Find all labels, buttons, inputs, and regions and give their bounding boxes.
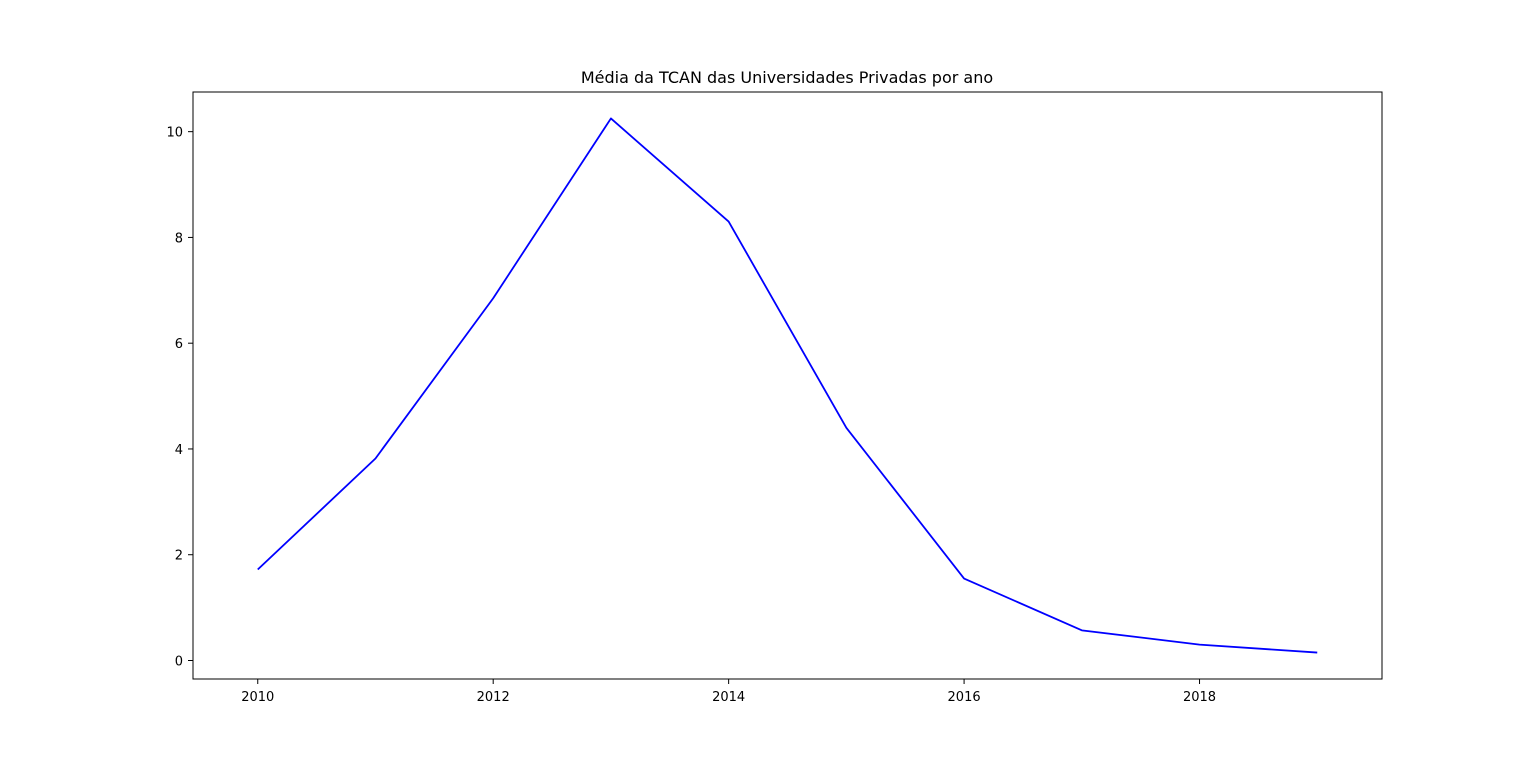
y-tick-label: 0 bbox=[175, 654, 183, 669]
y-tick-label: 4 bbox=[175, 443, 183, 458]
series-group bbox=[257, 117, 1318, 654]
y-tick-label: 2 bbox=[175, 549, 183, 564]
x-tick-label: 2010 bbox=[241, 690, 274, 705]
chart-title: Média da TCAN das Universidades Privadas… bbox=[581, 68, 993, 87]
x-tick-label: 2018 bbox=[1183, 690, 1216, 705]
y-tick-label: 6 bbox=[175, 337, 183, 352]
y-tick-label: 10 bbox=[166, 126, 183, 141]
series-line-0 bbox=[257, 117, 1318, 654]
x-tick-label: 2014 bbox=[712, 690, 745, 705]
x-tick-label: 2016 bbox=[948, 690, 981, 705]
plot-area-frame bbox=[192, 91, 1383, 680]
x-tick-label: 2012 bbox=[477, 690, 510, 705]
y-tick-label: 8 bbox=[175, 231, 183, 246]
y-axis: 0 2 4 6 8 10 bbox=[166, 126, 193, 669]
x-axis: 2010 2012 2014 2016 2018 bbox=[241, 679, 1216, 705]
